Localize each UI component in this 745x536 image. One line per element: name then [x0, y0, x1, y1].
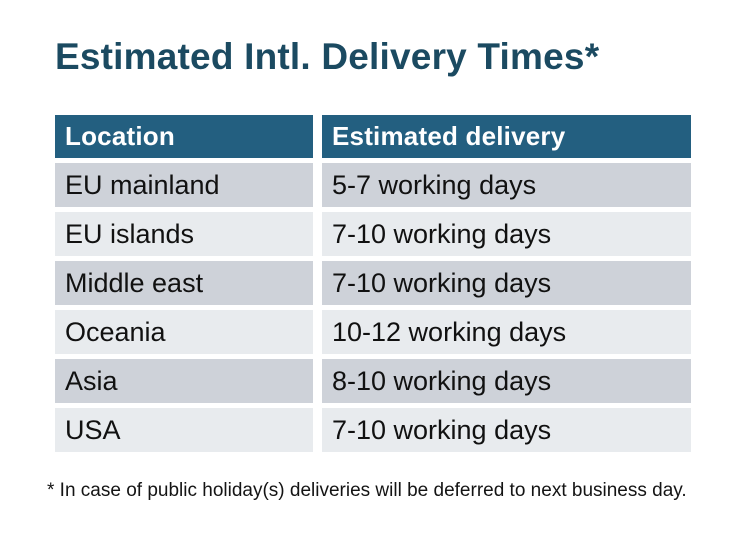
table-cell-location: Asia — [55, 359, 313, 403]
table-row: Asia 8-10 working days — [55, 359, 691, 403]
table-cell-delivery: 8-10 working days — [322, 359, 691, 403]
table-cell-delivery: 7-10 working days — [322, 212, 691, 256]
column-header-estimated-delivery: Estimated delivery — [322, 115, 691, 158]
table-cell-delivery: 10-12 working days — [322, 310, 691, 354]
column-header-location: Location — [55, 115, 313, 158]
table-cell-location: EU mainland — [55, 163, 313, 207]
footnote: * In case of public holiday(s) deliverie… — [47, 480, 687, 501]
table-cell-delivery: 5-7 working days — [322, 163, 691, 207]
table-row: Middle east 7-10 working days — [55, 261, 691, 305]
table-cell-location: Oceania — [55, 310, 313, 354]
table-row: EU mainland 5-7 working days — [55, 163, 691, 207]
table-cell-location: EU islands — [55, 212, 313, 256]
table-row: USA 7-10 working days — [55, 408, 691, 452]
table-cell-location: USA — [55, 408, 313, 452]
table-row: EU islands 7-10 working days — [55, 212, 691, 256]
table-cell-delivery: 7-10 working days — [322, 261, 691, 305]
table-cell-location: Middle east — [55, 261, 313, 305]
table-header-row: Location Estimated delivery — [55, 115, 691, 158]
page-title: Estimated Intl. Delivery Times* — [55, 36, 600, 77]
table-cell-delivery: 7-10 working days — [322, 408, 691, 452]
table-row: Oceania 10-12 working days — [55, 310, 691, 354]
delivery-times-table: Location Estimated delivery EU mainland 5… — [55, 115, 691, 452]
